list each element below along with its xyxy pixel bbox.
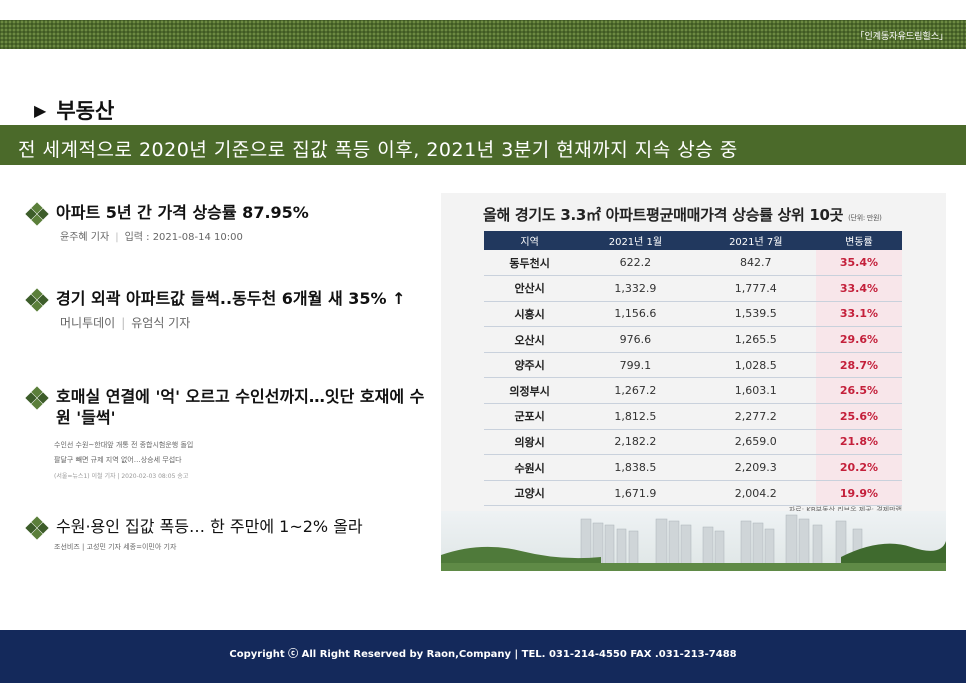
- table-row: 의왕시 2,182.2 2,659.0 21.8%: [484, 429, 902, 456]
- news-title: 호매실 연결에 '억' 오르고 수인선까지…잇단 호재에 수원 '들썩': [56, 387, 425, 427]
- table-row: 안산시 1,332.9 1,777.4 33.4%: [484, 275, 902, 302]
- news-reporter: 유엄식 기자: [131, 316, 191, 330]
- news-title: 수원·용인 집값 폭등… 한 주만에 1~2% 올라: [56, 517, 363, 536]
- table-row: 오산시 976.6 1,265.5 29.6%: [484, 326, 902, 353]
- cell-jul: 1,603.1: [695, 377, 816, 405]
- table-row: 수원시 1,838.5 2,209.3 20.2%: [484, 454, 902, 481]
- price-rise-table: 지역 2021년 1월 2021년 7월 변동률 동두천시 622.2 842.7 3…: [484, 231, 902, 507]
- cell-jan: 1,156.6: [575, 301, 696, 328]
- panel-unit: (단위: 만원): [848, 214, 882, 222]
- header-jul: 2021년 7월: [695, 231, 816, 250]
- cell-jul: 842.7: [695, 250, 816, 277]
- section-heading: ▶ 부동산: [34, 95, 114, 125]
- news-meta: 머니투데이 | 유엄식 기자: [60, 316, 191, 330]
- cell-jan: 1,671.9: [575, 480, 696, 507]
- news-item-2: 경기 외곽 아파트값 들썩..동두천 6개월 새 35% ↑ 머니투데이 | 유엄식…: [25, 288, 436, 331]
- headline-banner: 전 세계적으로 2020년 기준으로 집값 폭등 이후, 2021년 3분기 현…: [0, 125, 966, 165]
- headline-text: 전 세계적으로 2020년 기준으로 집값 폭등 이후, 2021년 3분기 현…: [18, 139, 738, 161]
- news-title: 아파트 5년 간 가격 상승률 87.95%: [56, 203, 309, 222]
- table-row: 군포시 1,812.5 2,277.2 25.6%: [484, 403, 902, 430]
- diamond-bullet-icon: [25, 386, 49, 410]
- cell-change: 33.4%: [815, 275, 902, 302]
- cell-jan: 622.2: [575, 250, 696, 277]
- cell-change: 29.6%: [815, 326, 902, 353]
- triangle-bullet-icon: ▶: [34, 100, 47, 120]
- cell-change: 28.7%: [815, 352, 902, 379]
- footer-bar: Copyright ⓒ All Right Reserved by Raon,C…: [0, 630, 966, 683]
- cell-change: 21.8%: [815, 429, 902, 456]
- cell-jan: 1,838.5: [575, 454, 696, 481]
- price-rise-panel: 올해 경기도 3.3㎡ 아파트평균매매가격 상승률 상위 10곳 (단위: 만원…: [441, 193, 946, 571]
- cell-region: 의정부시: [484, 377, 576, 405]
- footer-text: Copyright ⓒ All Right Reserved by Raon,C…: [229, 649, 737, 660]
- news-title: 경기 외곽 아파트값 들썩..동두천 6개월 새 35% ↑: [56, 289, 406, 308]
- diamond-bullet-icon: [25, 516, 49, 540]
- cell-region: 시흥시: [484, 301, 576, 328]
- table-row: 의정부시 1,267.2 1,603.1 26.5%: [484, 377, 902, 405]
- cell-jul: 2,209.3: [695, 454, 816, 481]
- top-decorative-band: 「인계동자유드림힐스」: [0, 20, 966, 49]
- brand-label: 「인계동자유드림힐스」: [855, 32, 948, 42]
- header-change: 변동률: [815, 231, 902, 250]
- news-body: 수인선 수원~한대앞 개통 전 종합시험운행 돌입 팔달구 빼면 규제 지역 없…: [54, 438, 436, 468]
- table-header-row: 지역 2021년 1월 2021년 7월 변동률: [484, 231, 902, 250]
- panel-title-text: 올해 경기도 3.3㎡ 아파트평균매매가격 상승률 상위 10곳: [483, 206, 844, 224]
- cell-change: 20.2%: [815, 454, 902, 481]
- cell-jul: 2,659.0: [695, 429, 816, 456]
- table-row: 고양시 1,671.9 2,004.2 19.9%: [484, 480, 902, 507]
- cell-jan: 1,267.2: [575, 377, 696, 405]
- table-row: 동두천시 622.2 842.7 35.4%: [484, 250, 902, 277]
- news-item-3: 호매실 연결에 '억' 오르고 수인선까지…잇단 호재에 수원 '들썩' 수인선…: [25, 386, 436, 480]
- news-item-4: 수원·용인 집값 폭등… 한 주만에 1~2% 올라 조선비즈 | 고성민 기자…: [25, 516, 436, 552]
- cell-region: 고양시: [484, 480, 576, 507]
- cell-jul: 1,028.5: [695, 352, 816, 379]
- cell-jan: 976.6: [575, 326, 696, 353]
- news-meta: 조선비즈 | 고성민 기자 세종=이민아 기자: [54, 543, 177, 551]
- cell-change: 25.6%: [815, 403, 902, 430]
- table-row: 시흥시 1,156.6 1,539.5 33.1%: [484, 301, 902, 328]
- header-jan: 2021년 1월: [575, 231, 696, 250]
- news-meta: (서울=뉴스1) 이철 기자 | 2020-02-03 08:05 송고: [54, 473, 189, 480]
- table-row: 양주시 799.1 1,028.5 28.7%: [484, 352, 902, 379]
- cell-jul: 1,265.5: [695, 326, 816, 353]
- cell-region: 수원시: [484, 454, 576, 481]
- cell-change: 33.1%: [815, 301, 902, 328]
- cell-jan: 1,812.5: [575, 403, 696, 430]
- news-body-line: 수인선 수원~한대앞 개통 전 종합시험운행 돌입: [54, 441, 194, 449]
- cell-region: 의왕시: [484, 429, 576, 456]
- cell-region: 양주시: [484, 352, 576, 379]
- cell-jan: 1,332.9: [575, 275, 696, 302]
- cell-jan: 799.1: [575, 352, 696, 379]
- cell-jul: 1,539.5: [695, 301, 816, 328]
- news-item-1: 아파트 5년 간 가격 상승률 87.95% 윤주혜 기자 | 입력 : 2021-…: [25, 202, 436, 243]
- news-source: 머니투데이: [60, 316, 116, 330]
- cell-region: 군포시: [484, 403, 576, 430]
- news-body-line: 팔달구 빼면 규제 지역 없어…상승세 무섭다: [54, 456, 182, 464]
- cell-change: 26.5%: [815, 377, 902, 405]
- cell-region: 동두천시: [484, 250, 576, 277]
- section-title: 부동산: [56, 99, 115, 123]
- cell-change: 19.9%: [815, 480, 902, 507]
- news-date: 입력 : 2021-08-14 10:00: [124, 232, 243, 243]
- news-reporter: 윤주혜 기자: [60, 232, 110, 243]
- cell-jan: 2,182.2: [575, 429, 696, 456]
- diamond-bullet-icon: [25, 288, 49, 312]
- news-meta: 윤주혜 기자 | 입력 : 2021-08-14 10:00: [60, 232, 243, 243]
- panel-title: 올해 경기도 3.3㎡ 아파트평균매매가격 상승률 상위 10곳 (단위: 만원…: [483, 204, 882, 225]
- panel-source: 자료: KB부동산 리브온 제공: 경제만랩: [788, 506, 902, 514]
- diamond-bullet-icon: [25, 202, 49, 226]
- cell-jul: 2,277.2: [695, 403, 816, 430]
- cell-jul: 2,004.2: [695, 480, 816, 507]
- cell-change: 35.4%: [815, 250, 902, 277]
- cell-jul: 1,777.4: [695, 275, 816, 302]
- cell-region: 오산시: [484, 326, 576, 353]
- cityscape-illustration: [441, 511, 946, 571]
- header-region: 지역: [484, 231, 576, 250]
- cell-region: 안산시: [484, 275, 576, 302]
